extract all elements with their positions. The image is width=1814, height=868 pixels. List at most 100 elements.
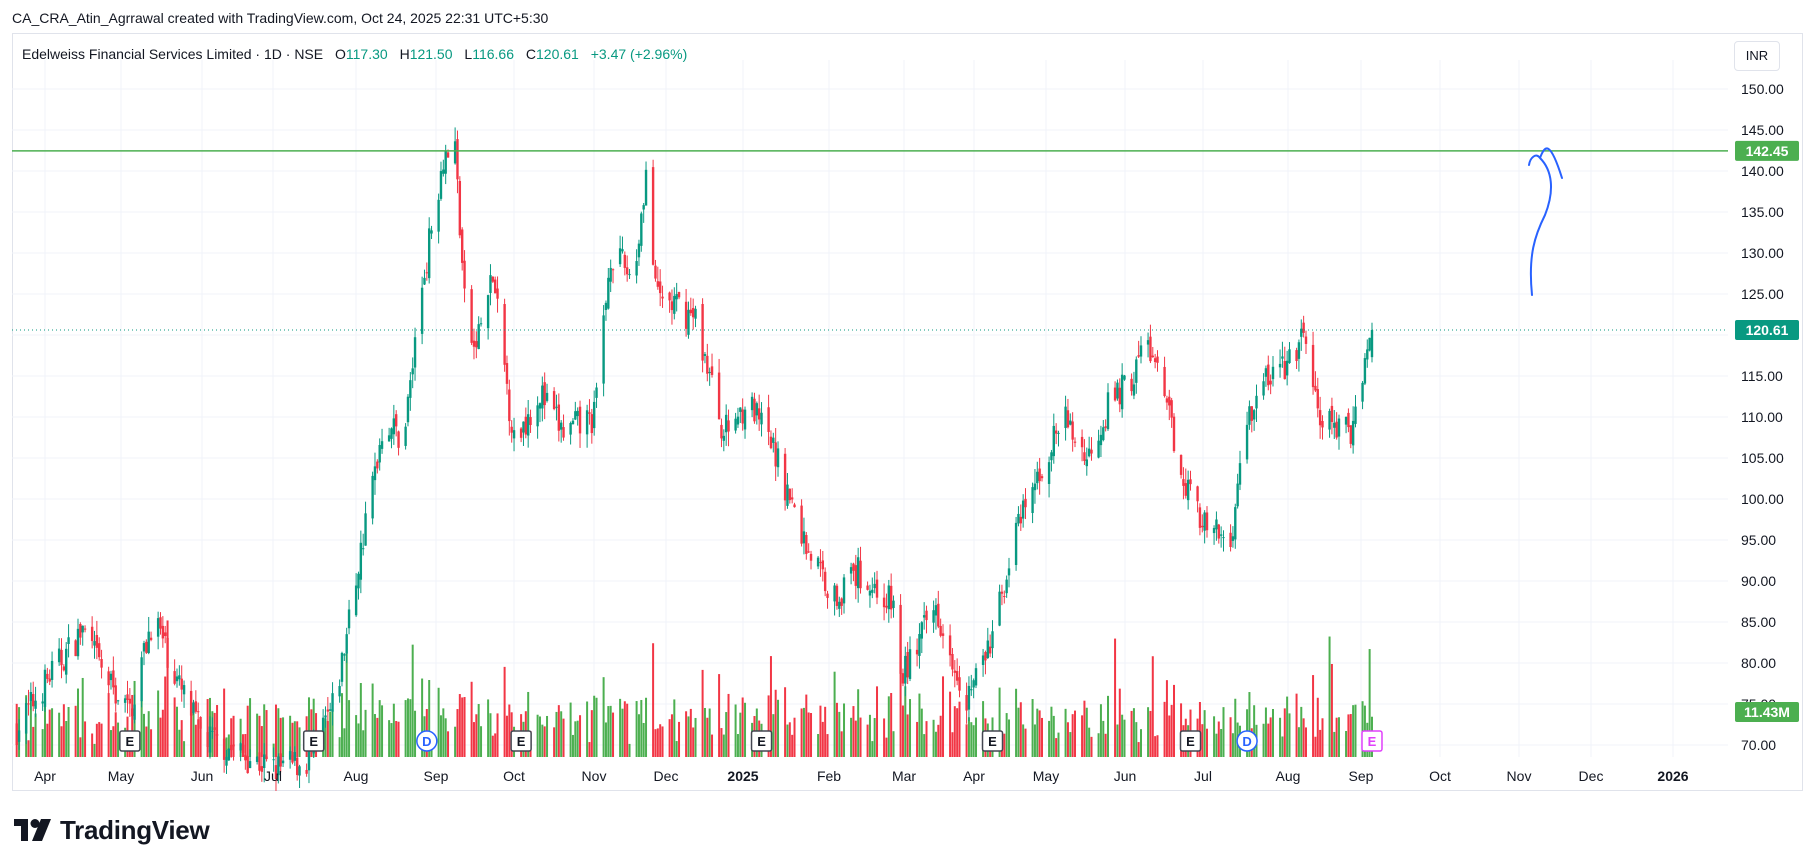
candle-body xyxy=(1182,479,1185,486)
candle-body xyxy=(734,418,737,431)
volume-bar xyxy=(958,701,961,757)
candle-body xyxy=(1163,366,1166,397)
price-tick-label: 150.00 xyxy=(1741,81,1784,97)
price-tick-label: 70.00 xyxy=(1741,737,1776,753)
candle-body xyxy=(1333,422,1336,428)
volume-bar xyxy=(1090,736,1093,757)
candle-body xyxy=(442,169,445,174)
candle-body xyxy=(230,744,233,751)
volume-bar xyxy=(1180,703,1183,757)
candle-body xyxy=(1363,358,1367,384)
volume-bar xyxy=(1074,710,1077,757)
volume-bar xyxy=(491,735,494,757)
arrow-drawing[interactable] xyxy=(1528,147,1563,296)
price-tick-label: 100.00 xyxy=(1741,491,1784,507)
candle-body xyxy=(1024,498,1027,508)
volume-bar xyxy=(965,724,968,757)
volume-bar xyxy=(1165,680,1168,757)
horizontal-lines[interactable] xyxy=(12,150,1728,331)
price-axis[interactable]: 150.00145.00140.00135.00130.00125.00120.… xyxy=(1741,81,1784,753)
volume-bar xyxy=(279,717,282,757)
volume-bar xyxy=(43,692,46,757)
volume-bar xyxy=(571,734,574,757)
volume-bar xyxy=(274,704,277,757)
volume-bar xyxy=(866,724,869,757)
candle-body xyxy=(934,605,938,616)
volume-bar xyxy=(95,723,98,757)
candle-body xyxy=(932,610,935,623)
volume-bar xyxy=(953,706,956,757)
candle-body xyxy=(1146,340,1150,345)
candle-body xyxy=(512,430,516,439)
candle-body xyxy=(1328,410,1331,430)
candle-body xyxy=(868,590,872,596)
volume-bar xyxy=(1036,708,1039,757)
volume-bar xyxy=(588,742,591,757)
volume-bar xyxy=(1003,733,1006,757)
symbol-title[interactable]: Edelweiss Financial Services Limited · 1… xyxy=(22,46,324,62)
volume-bar xyxy=(786,724,789,757)
volume-bar xyxy=(456,709,459,757)
volume-bar xyxy=(461,697,464,757)
price-tags: 142.45 120.61 11.43M xyxy=(1735,140,1799,722)
volume-bar xyxy=(1286,696,1289,757)
volume-bar xyxy=(1352,705,1355,757)
candle-body xyxy=(1245,424,1249,460)
volume-bar xyxy=(1300,706,1303,757)
candle-body xyxy=(720,424,723,439)
time-tick-label: Apr xyxy=(34,768,56,784)
volume-bar xyxy=(892,731,895,757)
volume-bar xyxy=(1248,692,1251,757)
volume-bar xyxy=(708,708,711,757)
candle-body xyxy=(34,700,37,709)
volume-bar xyxy=(1337,717,1340,757)
candle-body xyxy=(1170,400,1173,418)
candle-body xyxy=(307,748,311,771)
volume-bar xyxy=(1168,715,1171,757)
volume-bar xyxy=(150,729,153,757)
candle-body xyxy=(972,680,975,688)
candle-body xyxy=(1361,382,1364,402)
candle-body xyxy=(1234,507,1237,540)
volume-bar xyxy=(1217,721,1220,757)
candle-body xyxy=(607,277,610,309)
volume-bar xyxy=(197,719,200,757)
tradingview-logo[interactable]: TradingView xyxy=(14,815,210,845)
candle-body xyxy=(380,441,384,449)
candle-body xyxy=(371,475,374,519)
time-axis[interactable]: Apr May Jun Jul Aug Sep Oct Nov Dec 2025 Feb Mar Apr… xyxy=(34,768,1689,784)
volume-bar xyxy=(1281,736,1284,757)
volume-bar xyxy=(1222,707,1225,757)
volume-bar xyxy=(972,725,975,757)
candle-body xyxy=(1271,366,1275,380)
candle-body xyxy=(1118,387,1121,405)
volume-bar xyxy=(906,714,909,757)
price-tick-label: 125.00 xyxy=(1741,286,1784,302)
candle-body xyxy=(873,583,876,589)
candle-body xyxy=(595,387,598,398)
volume-bar xyxy=(925,721,928,757)
dividend-marker-label: D xyxy=(1242,734,1251,749)
volume-bar xyxy=(711,734,714,757)
candle-body xyxy=(1156,356,1159,363)
candle-body xyxy=(62,666,66,671)
volume-bar xyxy=(619,698,622,757)
volume-bar xyxy=(1347,714,1350,757)
candle-body xyxy=(463,260,466,289)
candle-body xyxy=(27,703,30,705)
volume-bar xyxy=(225,737,228,757)
candle-body xyxy=(81,625,84,633)
candle-body xyxy=(1005,579,1008,594)
volume-bar xyxy=(494,733,497,757)
grid xyxy=(12,60,1728,757)
time-tick-label: Jul xyxy=(264,768,282,784)
candle-body xyxy=(1139,345,1143,357)
volume-bar xyxy=(76,688,79,757)
currency-button[interactable]: INR xyxy=(1734,41,1780,71)
candle-body xyxy=(800,505,803,544)
volume-bar xyxy=(159,717,162,757)
volume-bar xyxy=(689,708,692,757)
candle-body xyxy=(1281,356,1284,359)
volume-bar xyxy=(1123,719,1126,757)
